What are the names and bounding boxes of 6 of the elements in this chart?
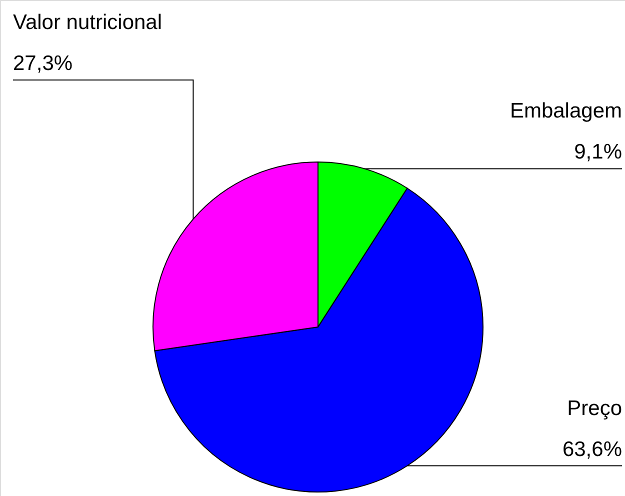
slice-label: Preço <box>567 396 622 420</box>
data-label: 27,3% <box>13 52 73 75</box>
slice-label: Valor nutricional <box>13 11 162 34</box>
data-label: 63,6% <box>562 438 622 461</box>
data-label: 9,1% <box>574 140 622 164</box>
slice-label: Embalagem <box>510 100 622 123</box>
